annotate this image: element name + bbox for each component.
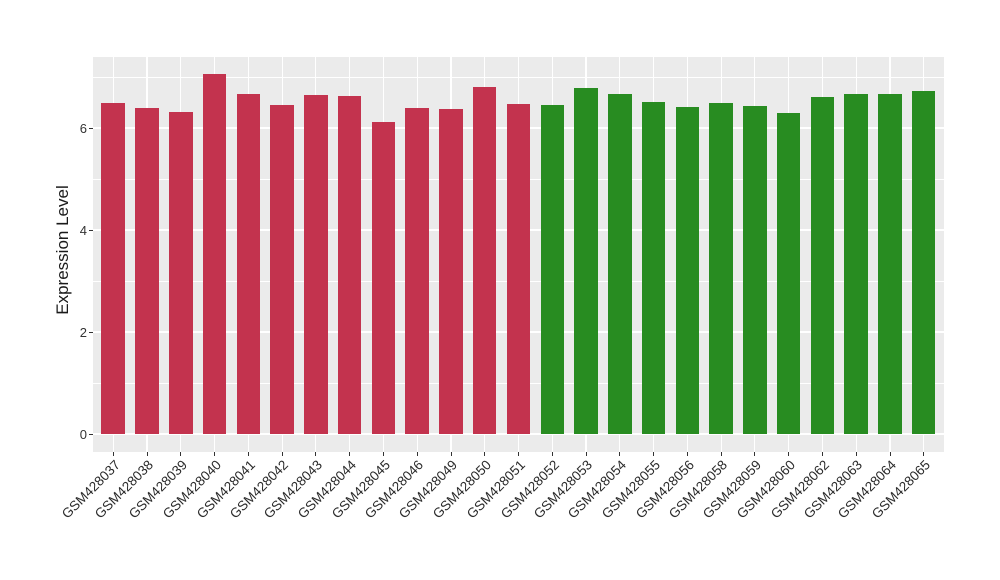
x-tick-mark <box>484 452 486 456</box>
bar-GSM428062 <box>810 97 835 434</box>
minor-gridline <box>93 76 944 78</box>
bar-GSM428065 <box>911 90 936 434</box>
bar-GSM428044 <box>337 95 362 434</box>
bar-GSM428039 <box>169 111 193 434</box>
x-tick-mark <box>619 452 621 456</box>
bar-GSM428049 <box>439 109 463 434</box>
x-tick-mark <box>349 452 351 456</box>
x-tick-mark <box>855 452 857 456</box>
bar-GSM428050 <box>472 86 497 434</box>
x-tick-mark <box>686 452 688 456</box>
bar-GSM428060 <box>776 112 801 434</box>
bar-GSM428055 <box>641 102 666 434</box>
bar-GSM428051 <box>506 104 531 434</box>
x-tick-mark <box>450 452 452 456</box>
x-tick-mark <box>889 452 891 456</box>
x-tick-mark <box>315 452 317 456</box>
bar-GSM428037 <box>101 102 125 434</box>
y-tick-mark <box>89 127 93 129</box>
x-tick-mark <box>247 452 249 456</box>
bar-GSM428040 <box>202 74 227 434</box>
x-tick-mark <box>821 452 823 456</box>
bar-GSM428053 <box>574 88 598 434</box>
y-tick-mark <box>89 433 93 435</box>
x-tick-mark <box>754 452 756 456</box>
x-tick-mark <box>788 452 790 456</box>
y-tick-label: 0 <box>79 426 87 442</box>
bar-GSM428054 <box>608 94 632 434</box>
x-tick-mark <box>416 452 418 456</box>
y-tick-label: 4 <box>79 222 87 238</box>
x-tick-mark <box>585 452 587 456</box>
bar-GSM428052 <box>540 104 565 434</box>
bar-GSM428038 <box>135 107 159 434</box>
x-tick-mark <box>146 452 148 456</box>
x-tick-mark <box>518 452 519 456</box>
plot-panel <box>93 57 944 452</box>
x-tick-mark <box>214 452 216 456</box>
bar-GSM428058 <box>709 102 733 434</box>
bar-GSM428043 <box>304 94 328 434</box>
x-tick-mark <box>180 452 182 456</box>
bar-GSM428041 <box>236 93 261 434</box>
bar-GSM428042 <box>270 104 294 434</box>
x-tick-mark <box>551 452 553 456</box>
x-tick-mark <box>923 452 925 456</box>
y-tick-mark <box>89 229 93 231</box>
bar-GSM428059 <box>743 106 767 434</box>
bar-GSM428056 <box>675 107 700 434</box>
bar-GSM428045 <box>371 122 396 434</box>
x-tick-mark <box>112 452 114 456</box>
y-axis-title: Expression Level <box>53 185 72 315</box>
y-tick-mark <box>89 331 93 333</box>
bar-GSM428064 <box>878 93 902 434</box>
x-tick-mark <box>653 452 655 456</box>
y-tick-label: 2 <box>79 324 87 340</box>
x-tick-mark <box>382 452 384 456</box>
y-tick-label: 6 <box>79 120 87 136</box>
x-tick-mark <box>281 452 283 456</box>
bar-GSM428063 <box>844 93 868 434</box>
bar-GSM428046 <box>405 108 429 434</box>
x-tick-mark <box>720 452 722 456</box>
